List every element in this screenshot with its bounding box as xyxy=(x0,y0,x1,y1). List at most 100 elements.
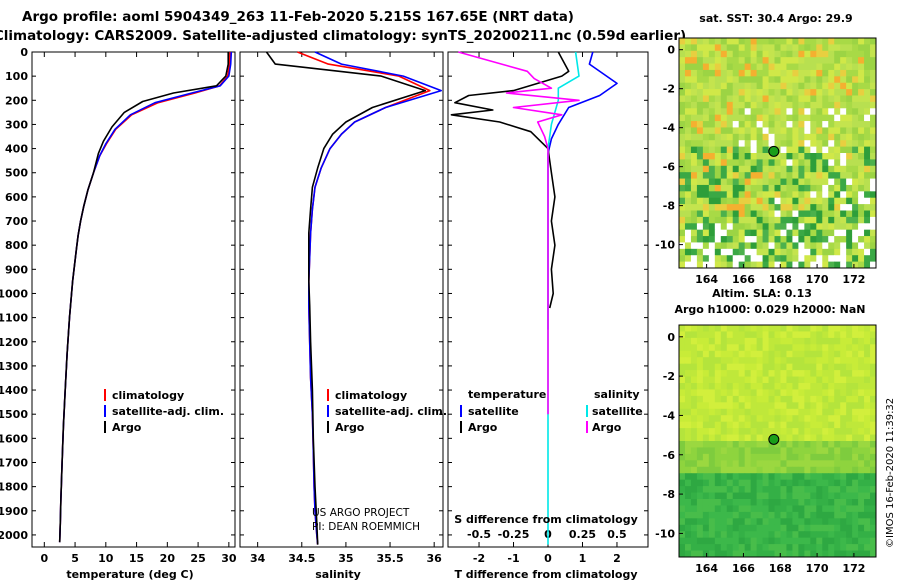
heatmap-cell xyxy=(690,204,698,211)
heatmap-cell xyxy=(804,402,811,410)
heatmap-cell xyxy=(864,165,871,173)
heatmap-cell xyxy=(714,466,722,474)
heatmap-cell xyxy=(804,216,811,224)
heatmap-cell xyxy=(744,460,752,468)
heatmap-cell xyxy=(738,89,746,96)
heatmap-cell xyxy=(744,486,752,494)
heatmap-cell xyxy=(738,229,746,237)
heatmap-cell xyxy=(726,44,734,52)
heatmap-cell xyxy=(834,63,841,71)
heatmap-cell xyxy=(768,524,776,532)
heatmap-cell xyxy=(858,505,865,513)
heatmap-cell xyxy=(732,466,740,474)
heatmap-cell xyxy=(816,544,823,552)
heatmap-cell xyxy=(822,331,829,339)
heatmap-cell xyxy=(768,370,776,378)
temperature-x-axis: 0 5 10 15 20 25 30 xyxy=(40,52,237,565)
heatmap-cell xyxy=(768,389,776,397)
heatmap-cell xyxy=(840,492,847,500)
heatmap-cell xyxy=(714,108,722,116)
heatmap-cell xyxy=(762,511,770,519)
heatmap-cell xyxy=(768,344,776,352)
heatmap-cell xyxy=(679,95,686,103)
heatmap-cell xyxy=(864,370,871,378)
heatmap-cell xyxy=(732,229,740,237)
heatmap-cell xyxy=(840,44,847,52)
heatmap-cell xyxy=(792,370,799,378)
heatmap-cell xyxy=(679,492,686,500)
heatmap-cell xyxy=(702,499,710,506)
project-credit: US ARGO PROJECT xyxy=(312,507,410,519)
heatmap-cell xyxy=(768,531,776,539)
heatmap-cell xyxy=(774,421,781,429)
heatmap-cell xyxy=(780,204,787,211)
heatmap-cell xyxy=(804,242,811,250)
heatmap-cell xyxy=(822,383,829,390)
heatmap-cell xyxy=(750,255,758,263)
heatmap-cell xyxy=(702,95,710,103)
heatmap-cell xyxy=(744,492,752,500)
heatmap-cell xyxy=(804,383,811,390)
heatmap-cell xyxy=(708,140,716,148)
heatmap-cell xyxy=(828,178,835,186)
heatmap-cell xyxy=(870,140,877,148)
heatmap-cell xyxy=(858,223,865,231)
heatmap-cell xyxy=(762,133,770,141)
heatmap-cell xyxy=(798,121,805,128)
heatmap-cell xyxy=(696,389,704,397)
heatmap-cell xyxy=(696,511,704,519)
sst-map-panel: sat. SST: 30.4 Argo: 29.9 164 166 168 170 17… xyxy=(655,12,877,286)
heatmap-cell xyxy=(822,197,829,205)
heatmap-cell xyxy=(756,216,764,224)
heatmap-cell xyxy=(816,505,823,513)
heatmap-cell xyxy=(690,453,698,461)
sla-heatmap xyxy=(679,325,877,558)
heatmap-cell xyxy=(738,383,746,390)
heatmap-cell xyxy=(750,383,758,390)
heatmap-cell xyxy=(774,492,781,500)
heatmap-cell xyxy=(696,63,704,71)
heatmap-cell xyxy=(744,82,752,90)
heatmap-cell xyxy=(798,95,805,103)
heatmap-cell xyxy=(852,153,859,160)
heatmap-cell xyxy=(714,261,722,269)
heatmap-cell xyxy=(810,178,817,186)
heatmap-cell xyxy=(762,524,770,532)
heatmap-cell xyxy=(870,165,877,173)
heatmap-cell xyxy=(870,191,877,199)
heatmap-cell xyxy=(798,236,805,243)
heatmap-cell xyxy=(798,447,805,455)
heatmap-cell xyxy=(690,550,698,558)
heatmap-cell xyxy=(786,460,793,468)
heatmap-cell xyxy=(852,466,859,474)
heatmap-cell xyxy=(780,453,787,461)
heatmap-cell xyxy=(708,383,716,390)
heatmap-cell xyxy=(810,44,817,52)
heatmap-cell xyxy=(870,395,877,403)
depth-tick-label: 1200 xyxy=(0,336,28,349)
heatmap-cell xyxy=(732,453,740,461)
x-tick-label: -1 xyxy=(507,552,519,565)
heatmap-cell xyxy=(828,255,835,263)
heatmap-cell xyxy=(828,82,835,90)
heatmap-cell xyxy=(864,402,871,410)
heatmap-cell xyxy=(732,544,740,552)
heatmap-cell xyxy=(840,499,847,506)
heatmap-cell xyxy=(858,242,865,250)
heatmap-cell xyxy=(696,114,704,122)
heatmap-cell xyxy=(720,395,728,403)
heatmap-cell xyxy=(708,121,716,128)
heatmap-cell xyxy=(684,544,692,552)
heatmap-cell xyxy=(780,550,787,558)
heatmap-cell xyxy=(840,524,847,532)
heatmap-cell xyxy=(846,95,853,103)
heatmap-cell xyxy=(774,376,781,384)
heatmap-cell xyxy=(744,550,752,558)
heatmap-cell xyxy=(786,229,793,237)
heatmap-cell xyxy=(690,428,698,436)
heatmap-cell xyxy=(702,383,710,390)
heatmap-cell xyxy=(732,357,740,365)
depth-tick-label: 1000 xyxy=(0,287,28,300)
map-x-tick-label: 166 xyxy=(732,273,755,286)
heatmap-cell xyxy=(756,511,764,519)
